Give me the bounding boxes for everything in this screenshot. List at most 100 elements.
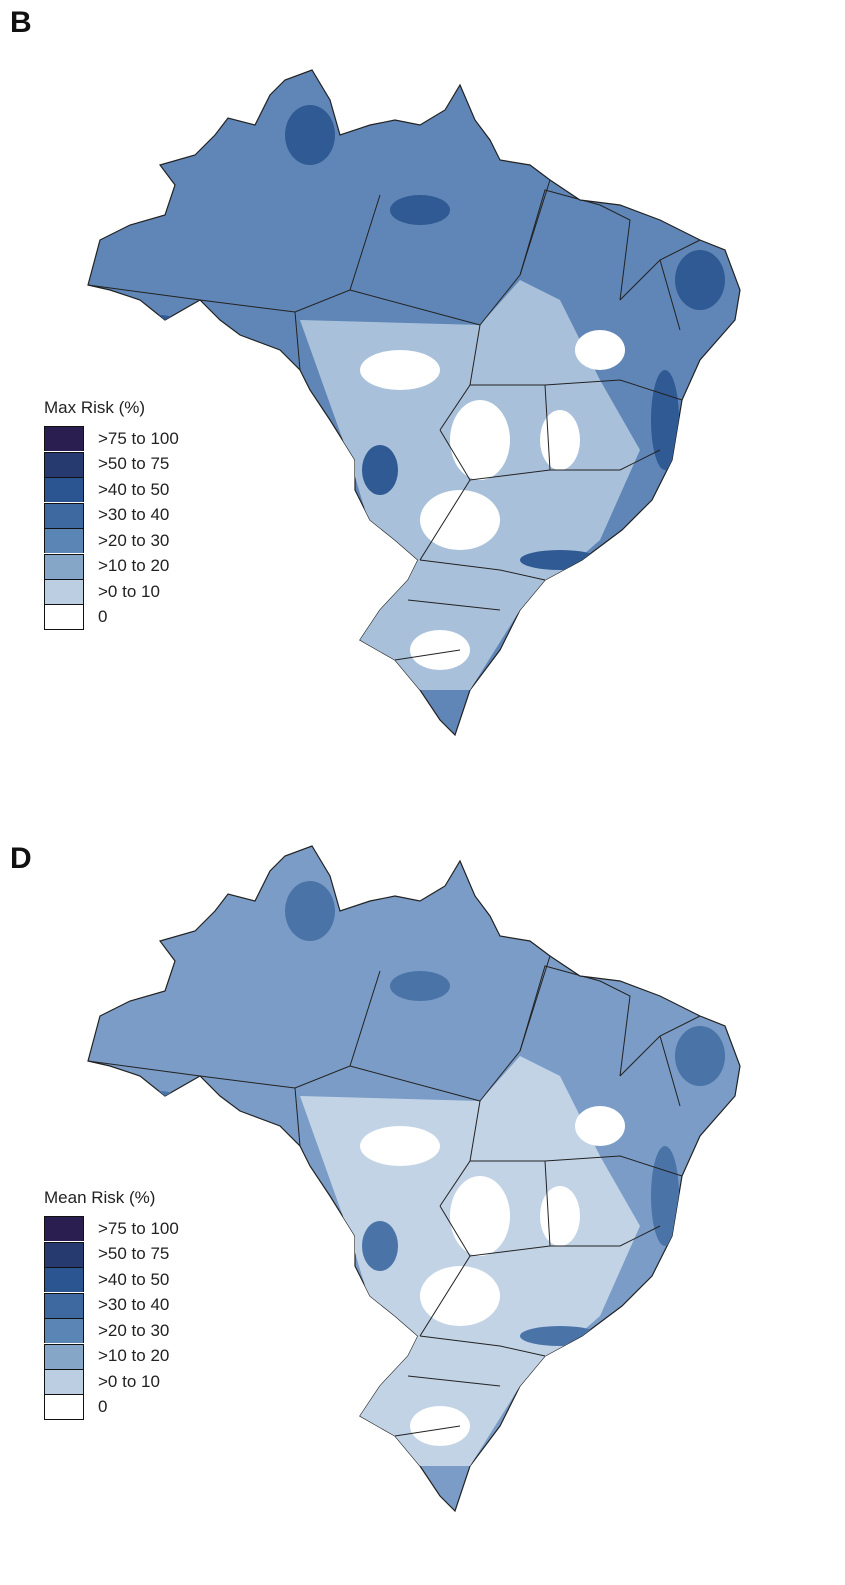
state-border (394, 649, 461, 661)
high-risk-patch (285, 105, 335, 165)
legend-label: >10 to 20 (98, 556, 170, 576)
state-border (550, 1225, 661, 1247)
legend-item: >20 to 30 (44, 1318, 179, 1344)
zero-risk-patch (410, 1406, 470, 1446)
legend-item: >75 to 100 (44, 1216, 179, 1242)
state-border (519, 189, 631, 301)
zero-risk-patch (540, 410, 580, 470)
legend-swatch (44, 528, 84, 554)
high-risk-patch (140, 315, 180, 335)
max-risk-legend: Max Risk (%) >75 to 100 >50 to 75 >40 to 5… (44, 398, 179, 631)
legend-swatch (44, 477, 84, 503)
legend-label: 0 (98, 1397, 108, 1417)
legend-swatch (44, 579, 84, 605)
legend-label: >40 to 50 (98, 479, 170, 499)
legend-label: >20 to 30 (98, 530, 170, 550)
legend-item: >0 to 10 (44, 1369, 179, 1395)
legend-label: >20 to 30 (98, 1320, 170, 1340)
state-border (419, 1255, 471, 1337)
legend-swatch (44, 604, 84, 631)
legend-item: >75 to 100 (44, 426, 179, 452)
state-border (88, 1060, 201, 1077)
zero-risk-patch (575, 1106, 625, 1146)
zero-risk-patch (230, 1121, 270, 1151)
zero-risk-patch (360, 1126, 440, 1166)
high-risk-patch (651, 1146, 679, 1246)
legend-swatch (44, 553, 84, 579)
legend-label: >0 to 10 (98, 581, 160, 601)
state-border (419, 479, 471, 561)
legend-swatch (44, 1394, 84, 1421)
high-risk-patch (285, 881, 335, 941)
high-risk-patch (140, 1091, 180, 1111)
legend-label: >50 to 75 (98, 454, 170, 474)
state-border (419, 1335, 546, 1357)
mean-risk-legend: Mean Risk (%) >75 to 100 >50 to 75 >40 to … (44, 1188, 179, 1421)
legend-label: >50 to 75 (98, 1244, 170, 1264)
state-border (294, 1087, 301, 1147)
legend-item: >50 to 75 (44, 451, 179, 478)
high-risk-patch (520, 550, 600, 570)
legend-swatch (44, 1292, 84, 1318)
state-border (199, 194, 381, 313)
high-risk-patch (651, 370, 679, 470)
legend-item: >40 to 50 (44, 1267, 179, 1293)
legend-item: >50 to 75 (44, 1241, 179, 1268)
state-border (349, 289, 481, 326)
zero-risk-patch (420, 1266, 500, 1326)
legend-swatch (44, 426, 84, 452)
state-border (659, 1035, 681, 1107)
panel-label-b: B (10, 6, 32, 39)
legend-title: Max Risk (%) (44, 398, 146, 417)
high-risk-patch (390, 195, 450, 225)
zero-risk-patch (230, 345, 270, 375)
state-border (407, 599, 501, 611)
legend-label: >30 to 40 (98, 505, 170, 525)
high-risk-patch (675, 1026, 725, 1086)
legend-item: >30 to 40 (44, 502, 179, 529)
legend-swatch (44, 1343, 84, 1369)
state-border (519, 965, 631, 1077)
zero-risk-patch (410, 630, 470, 670)
state-border (419, 559, 546, 581)
mean-risk-map (87, 845, 741, 1513)
legend-item: >10 to 20 (44, 553, 179, 580)
state-border (544, 1155, 683, 1177)
legend-label: >30 to 40 (98, 1295, 170, 1315)
legend-item: >10 to 20 (44, 1343, 179, 1370)
zero-risk-patch (575, 330, 625, 370)
legend-item: >30 to 40 (44, 1292, 179, 1319)
high-risk-patch (390, 971, 450, 1001)
high-risk-patch (362, 445, 398, 495)
zero-risk-patch (450, 400, 510, 480)
legend-label: >75 to 100 (98, 428, 179, 448)
state-border (407, 1375, 501, 1387)
state-border (544, 379, 683, 401)
zero-risk-patch (450, 1176, 510, 1256)
legend-item: >40 to 50 (44, 477, 179, 503)
legend-label: >0 to 10 (98, 1371, 160, 1391)
legend-label: >75 to 100 (98, 1218, 179, 1238)
state-border (88, 284, 201, 301)
legend-item: 0 (44, 604, 179, 631)
state-border (349, 1065, 481, 1102)
max-risk-map (87, 69, 741, 737)
zero-risk-patch (540, 1186, 580, 1246)
legend-swatch (44, 502, 84, 528)
state-border (294, 311, 301, 371)
state-border (199, 970, 381, 1089)
state-border (550, 449, 661, 471)
legend-swatch (44, 1241, 84, 1267)
legend-item: >20 to 30 (44, 528, 179, 554)
legend-title: Mean Risk (%) (44, 1188, 156, 1207)
legend-swatch (44, 451, 84, 477)
legend-item: >0 to 10 (44, 579, 179, 605)
legend-label: >10 to 20 (98, 1346, 170, 1366)
zero-risk-patch (420, 490, 500, 550)
legend-swatch (44, 1369, 84, 1395)
legend-swatch (44, 1318, 84, 1344)
legend-swatch (44, 1267, 84, 1293)
high-risk-patch (362, 1221, 398, 1271)
state-border (394, 1425, 461, 1437)
high-risk-patch (675, 250, 725, 310)
